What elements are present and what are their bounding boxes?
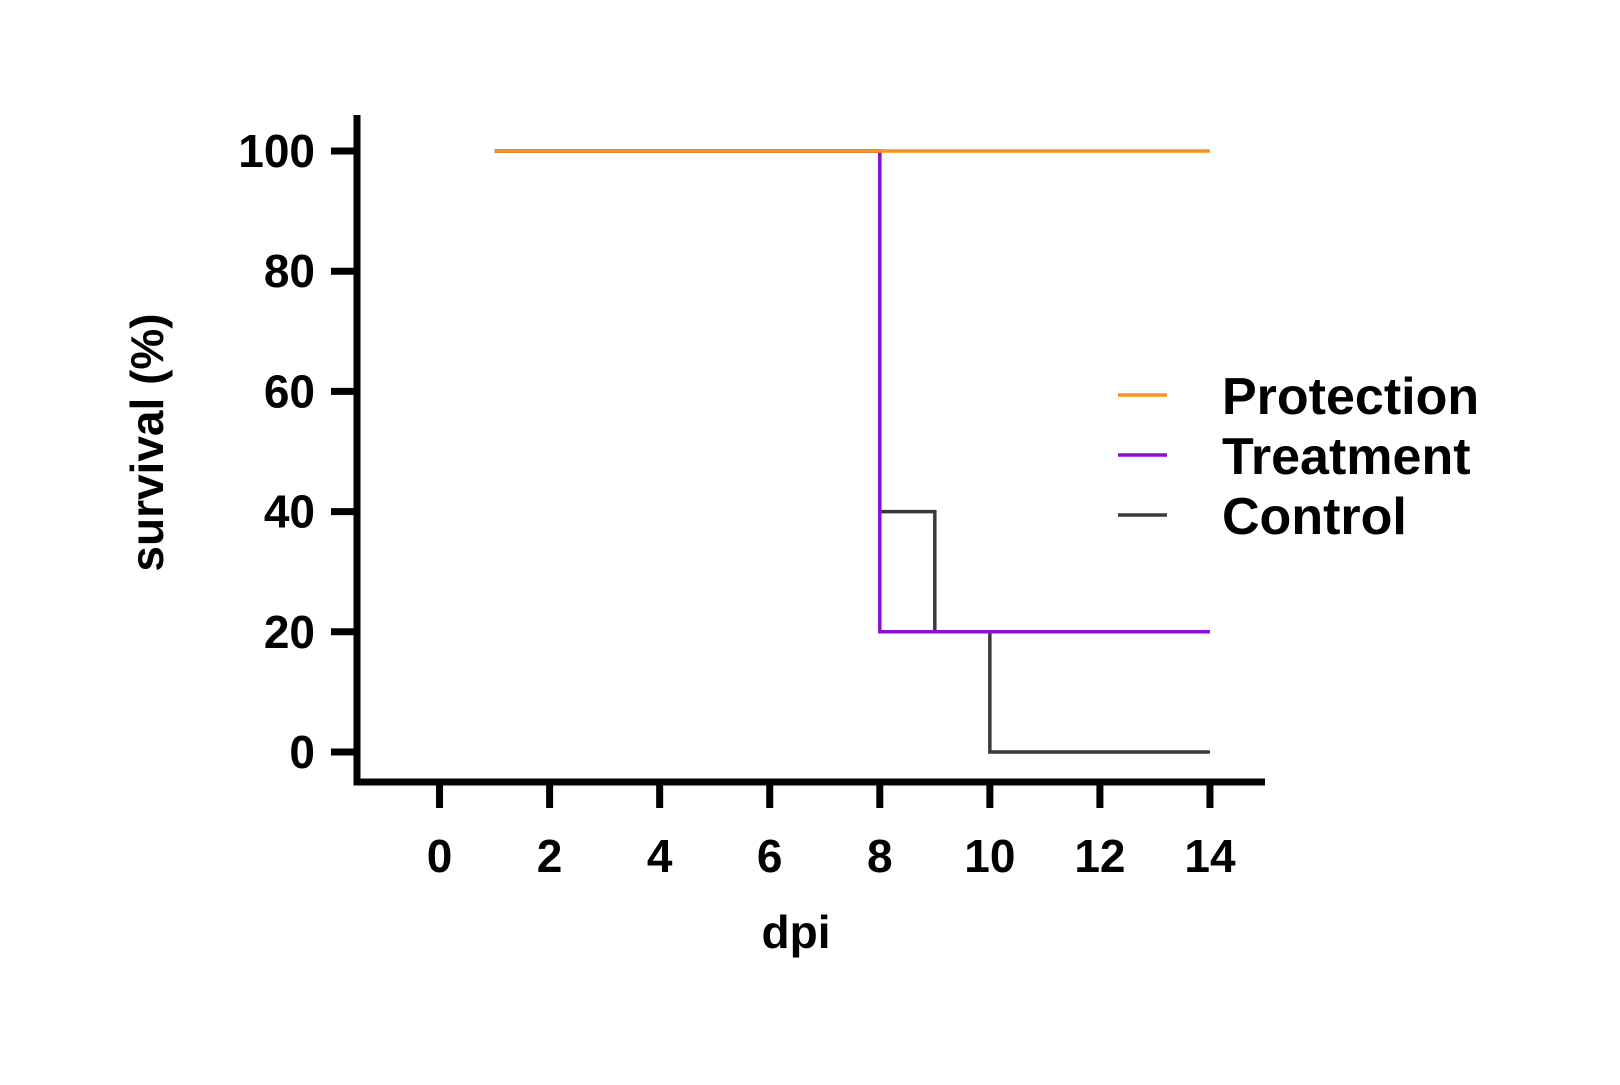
series-layer: [494, 149, 1210, 754]
y-tick-label: 60: [264, 365, 315, 417]
x-tick-label: 2: [537, 830, 563, 882]
x-axis-label: dpi: [762, 906, 831, 958]
y-tick-label: 80: [264, 245, 315, 297]
series-line-treatment: [494, 149, 1210, 634]
x-tick-label: 14: [1184, 830, 1236, 882]
x-tick-label: 6: [757, 830, 783, 882]
x-tick-label: 0: [427, 830, 453, 882]
y-axis-label: survival (%): [121, 313, 173, 571]
x-tick-label: 4: [647, 830, 673, 882]
legend-label-protection: Protection: [1222, 368, 1479, 426]
x-tick-label: 10: [964, 830, 1015, 882]
y-tick-label: 40: [264, 486, 315, 538]
y-tick-label: 20: [264, 606, 315, 658]
legend-label-control: Control: [1222, 488, 1407, 546]
x-tick-label: 8: [867, 830, 893, 882]
x-tick-label: 12: [1074, 830, 1125, 882]
legend-label-treatment: Treatment: [1222, 428, 1471, 486]
y-tick-label: 0: [289, 726, 315, 778]
series-line-control: [494, 149, 1210, 754]
ticks-layer: 0 20 40 60 80 100 0 2 4 6 8 10 12 14: [238, 125, 1236, 882]
y-tick-label: 100: [238, 125, 315, 177]
axes-layer: [353, 115, 1265, 786]
